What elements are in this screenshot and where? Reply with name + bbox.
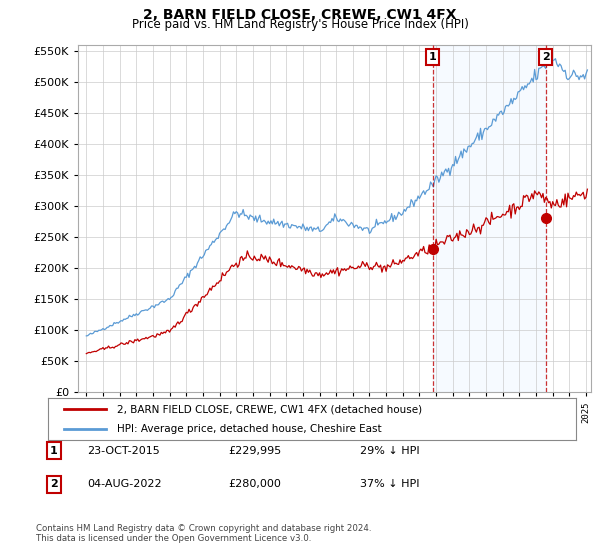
Text: £280,000: £280,000 bbox=[228, 479, 281, 489]
Text: 2: 2 bbox=[50, 479, 58, 489]
Text: 2, BARN FIELD CLOSE, CREWE, CW1 4FX: 2, BARN FIELD CLOSE, CREWE, CW1 4FX bbox=[143, 8, 457, 22]
Text: £229,995: £229,995 bbox=[228, 446, 281, 456]
Text: 1: 1 bbox=[429, 52, 437, 62]
Text: Price paid vs. HM Land Registry's House Price Index (HPI): Price paid vs. HM Land Registry's House … bbox=[131, 18, 469, 31]
Bar bbox=[433, 45, 545, 392]
Text: 23-OCT-2015: 23-OCT-2015 bbox=[87, 446, 160, 456]
Text: 37% ↓ HPI: 37% ↓ HPI bbox=[360, 479, 419, 489]
Text: 1: 1 bbox=[50, 446, 58, 456]
Text: 04-AUG-2022: 04-AUG-2022 bbox=[87, 479, 161, 489]
Text: 2: 2 bbox=[542, 52, 550, 62]
Text: 29% ↓ HPI: 29% ↓ HPI bbox=[360, 446, 419, 456]
Text: Contains HM Land Registry data © Crown copyright and database right 2024.
This d: Contains HM Land Registry data © Crown c… bbox=[36, 524, 371, 543]
Text: 2, BARN FIELD CLOSE, CREWE, CW1 4FX (detached house): 2, BARN FIELD CLOSE, CREWE, CW1 4FX (det… bbox=[116, 404, 422, 414]
Text: HPI: Average price, detached house, Cheshire East: HPI: Average price, detached house, Ches… bbox=[116, 424, 381, 434]
